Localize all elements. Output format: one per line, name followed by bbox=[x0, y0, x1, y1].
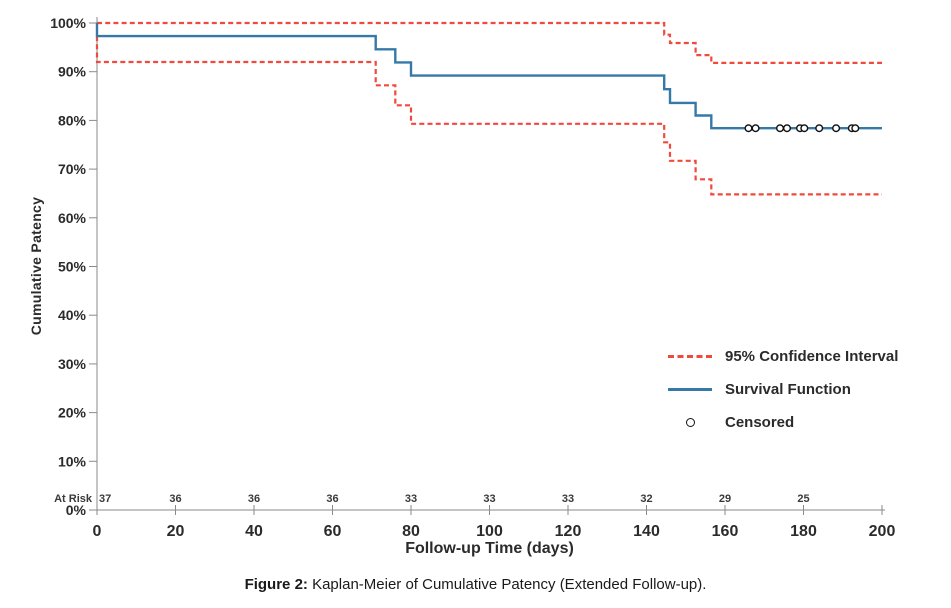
at-risk-count: 36 bbox=[169, 493, 181, 505]
at-risk-count: 33 bbox=[405, 493, 417, 505]
legend-label-confidence-interval: 95% Confidence Interval bbox=[725, 347, 899, 365]
axes: 0% 10% 20% 30% 40% 50% 60% 70% 80% 90% 100% 0 20 40 60… bbox=[50, 15, 895, 540]
x-axis-title: Follow-up Time (days) bbox=[405, 540, 574, 557]
legend-item-confidence-interval: 95% Confidence Interval bbox=[668, 345, 898, 367]
at-risk-count: 32 bbox=[640, 493, 652, 505]
at-risk-count: 33 bbox=[483, 493, 495, 505]
open-circle-icon bbox=[685, 417, 695, 427]
x-tick-label: 20 bbox=[167, 523, 185, 540]
chart-series bbox=[95, 21, 882, 196]
y-tick-label: 100% bbox=[50, 15, 86, 31]
x-tick-label: 200 bbox=[869, 523, 896, 540]
y-tick-label: 10% bbox=[58, 453, 87, 469]
censored-marker bbox=[751, 124, 760, 133]
at-risk-count: 36 bbox=[248, 493, 260, 505]
y-tick-label: 80% bbox=[58, 112, 87, 128]
at-risk-count: 33 bbox=[562, 493, 574, 505]
censored-marker bbox=[800, 124, 809, 133]
legend-label-survival-function: Survival Function bbox=[725, 380, 851, 398]
at-risk-count: 25 bbox=[797, 493, 809, 505]
x-tick-label: 100 bbox=[476, 523, 503, 540]
at-risk-count: 37 bbox=[99, 493, 111, 505]
y-tick-label: 30% bbox=[58, 356, 87, 372]
figure-caption: Figure 2: Kaplan-Meier of Cumulative Pat… bbox=[0, 576, 951, 593]
y-axis-title: Cumulative Patency bbox=[28, 196, 44, 336]
survival-line bbox=[95, 23, 882, 130]
y-tick-label: 70% bbox=[58, 161, 87, 177]
y-tick-label: 40% bbox=[58, 307, 87, 323]
censored-marker bbox=[744, 124, 753, 133]
x-tick-label: 160 bbox=[712, 523, 739, 540]
censored-swatch-container bbox=[668, 417, 712, 427]
dashed-line-icon bbox=[668, 354, 712, 358]
x-tick-label: 140 bbox=[633, 523, 660, 540]
survival-swatch-container bbox=[668, 387, 712, 391]
legend: 95% Confidence Interval Survival Functio… bbox=[668, 345, 898, 444]
y-tick-label: 60% bbox=[58, 210, 87, 226]
legend-item-censored: Censored bbox=[668, 411, 898, 433]
censored-markers bbox=[744, 124, 860, 133]
figure-caption-text: Kaplan-Meier of Cumulative Patency (Exte… bbox=[307, 576, 707, 593]
y-tick-label: 20% bbox=[58, 405, 87, 421]
ci-swatch-container bbox=[668, 354, 712, 358]
x-tick-label: 0 bbox=[93, 523, 102, 540]
x-tick-label: 40 bbox=[245, 523, 263, 540]
censored-marker bbox=[832, 124, 841, 133]
y-tick-label: 90% bbox=[58, 64, 87, 80]
figure-caption-label: Figure 2: bbox=[244, 576, 308, 593]
censored-marker bbox=[776, 124, 785, 133]
solid-line-icon bbox=[668, 387, 712, 391]
at-risk-label: At Risk bbox=[54, 493, 93, 505]
y-tick-label: 50% bbox=[58, 259, 87, 275]
y-tick-label: 0% bbox=[66, 502, 87, 518]
at-risk-row: At Risk 37 36 36 36 33 33 33 32 29 25 bbox=[54, 493, 810, 505]
legend-item-survival-function: Survival Function bbox=[668, 378, 898, 400]
at-risk-count: 29 bbox=[719, 493, 731, 505]
censored-marker bbox=[851, 124, 860, 133]
x-tick-label: 120 bbox=[555, 523, 582, 540]
at-risk-count: 36 bbox=[326, 493, 338, 505]
x-tick-label: 180 bbox=[790, 523, 817, 540]
x-tick-label: 60 bbox=[324, 523, 342, 540]
x-tick-label: 80 bbox=[402, 523, 420, 540]
upper-ci-line bbox=[97, 21, 882, 65]
censored-marker bbox=[815, 124, 824, 133]
lower-ci-line bbox=[95, 36, 882, 196]
legend-label-censored: Censored bbox=[725, 413, 795, 431]
censored-marker bbox=[783, 124, 792, 133]
